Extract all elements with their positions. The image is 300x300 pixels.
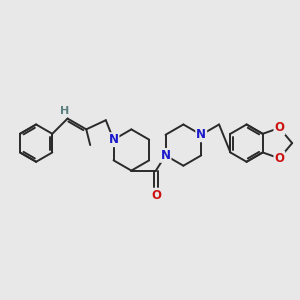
Text: N: N [109, 133, 118, 146]
Text: O: O [151, 189, 161, 202]
Text: O: O [274, 122, 284, 134]
Text: N: N [160, 149, 170, 162]
Text: O: O [274, 152, 284, 165]
Text: N: N [196, 128, 206, 141]
Text: H: H [60, 106, 69, 116]
